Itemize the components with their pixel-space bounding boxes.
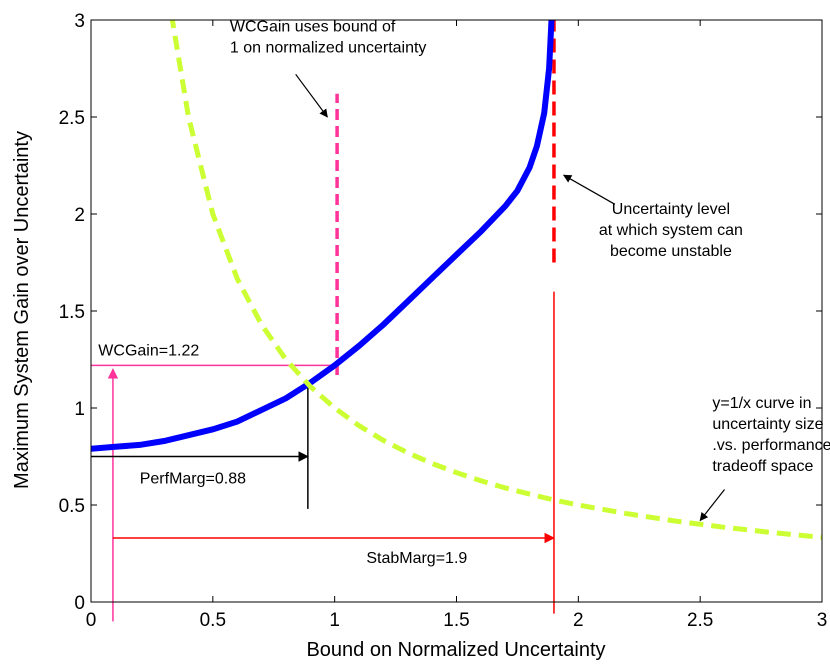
annotation-line: Uncertainty level: [612, 201, 730, 218]
x-tick-label: 1: [329, 610, 340, 631]
annotation-line: 1 on normalized uncertainty: [230, 40, 427, 57]
x-tick-label: 2: [573, 610, 584, 631]
y-tick-label: 0: [74, 593, 85, 614]
axes: 0 0.5 1 1.5 2 2.5 3 0 0.5 1 1.5 2 2.5 3: [59, 11, 828, 631]
annotation-line: uncertainty size: [712, 416, 823, 433]
plot-frame: [90, 19, 823, 603]
annotation-3: PerfMarg=0.88: [140, 471, 246, 488]
annotation-line: become unstable: [610, 243, 732, 260]
annotation-line: StabMarg=1.9: [366, 550, 467, 567]
annotation-5: y=1/x curve in uncertainty size .vs. perfo…: [712, 395, 830, 475]
x-tick-label: 0.5: [200, 610, 226, 631]
annotation-0: WCGain uses bound of 1 on normalized unce…: [230, 19, 427, 57]
annotation-4: StabMarg=1.9: [366, 550, 467, 567]
annotations: WCGain uses bound of 1 on normalized unce…: [98, 19, 830, 568]
series-line-tradeoff: [169, 20, 822, 540]
y-tick-label: 3: [74, 11, 85, 32]
annotation-line: at which system can: [599, 222, 743, 239]
series-line-gain: [91, 20, 555, 452]
annotation-arrow: [699, 489, 726, 522]
y-tick-label: 1: [74, 399, 85, 420]
annotation-line: .vs. performance: [712, 437, 830, 454]
annotation-arrow: [562, 174, 616, 205]
annotation-2: WCGain=1.22: [98, 343, 199, 360]
annotation-1: Uncertainty level at which system can beco…: [599, 201, 743, 260]
annotation-line: WCGain uses bound of: [230, 19, 396, 36]
annotation-line: PerfMarg=0.88: [140, 471, 246, 488]
annotation-line: WCGain=1.22: [98, 343, 199, 360]
y-axis-title: Maximum System Gain over Uncertainty: [11, 131, 33, 489]
x-tick-label: 2.5: [687, 610, 713, 631]
plot-area: [91, 20, 822, 622]
x-tick-label: 0: [86, 610, 97, 631]
y-tick-label: 2: [74, 205, 85, 226]
annotation-line: y=1/x curve in: [712, 395, 811, 412]
y-tick-label: 2.5: [59, 108, 85, 129]
annotation-line: tradeoff space: [712, 458, 813, 475]
x-tick-label: 1.5: [443, 610, 469, 631]
annotation-arrow: [295, 73, 328, 118]
y-tick-label: 1.5: [59, 302, 85, 323]
x-tick-label: 3: [817, 610, 828, 631]
y-tick-label: 0.5: [59, 496, 85, 517]
x-axis-title: Bound on Normalized Uncertainty: [306, 639, 605, 661]
